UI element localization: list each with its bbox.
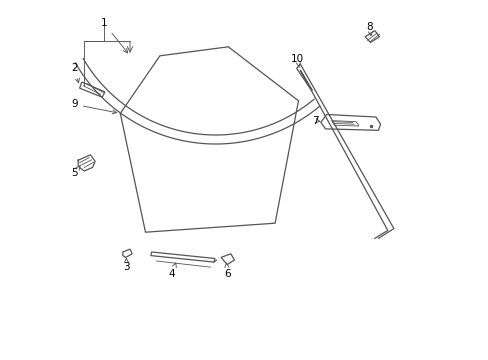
Text: 3: 3 bbox=[123, 258, 129, 272]
Text: 7: 7 bbox=[312, 116, 319, 126]
Text: 8: 8 bbox=[366, 22, 372, 36]
Text: 2: 2 bbox=[71, 63, 80, 83]
Text: 10: 10 bbox=[291, 54, 304, 67]
Text: 1: 1 bbox=[101, 18, 127, 53]
Text: 4: 4 bbox=[168, 263, 176, 279]
Text: 5: 5 bbox=[71, 165, 81, 178]
Text: 6: 6 bbox=[224, 263, 230, 279]
Text: 9: 9 bbox=[71, 99, 116, 114]
